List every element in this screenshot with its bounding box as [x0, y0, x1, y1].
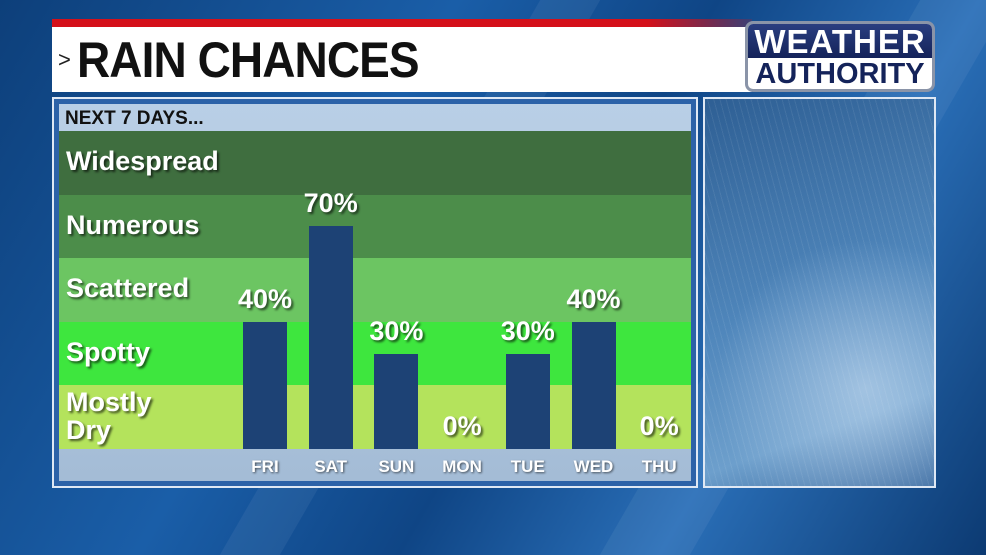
band-scattered: Scattered [59, 258, 691, 322]
bar-sun [374, 353, 419, 449]
bar-fri [243, 321, 287, 449]
band-label: Mostly Dry [66, 387, 152, 446]
band-numerous: Numerous [59, 194, 691, 259]
band-widespread: Widespread [59, 131, 691, 195]
day-label: TUE [510, 457, 545, 476]
weather-authority-logo: WEATHER AUTHORITY [745, 21, 935, 92]
band-label: Numerous [66, 209, 200, 240]
chart-panel: NEXT 7 DAYS... Widespread Numerous Scatter… [52, 97, 698, 488]
day-label: THU [641, 457, 677, 476]
day-label: MON [442, 457, 482, 476]
bar-wed [571, 321, 616, 449]
value-label: 40% [237, 283, 293, 314]
band-label: Widespread [66, 146, 219, 176]
band-label: Scattered [66, 273, 190, 304]
value-label: 30% [500, 315, 555, 346]
day-label: SUN [378, 457, 415, 476]
chart-title: NEXT 7 DAYS... [65, 108, 204, 129]
day-label: FRI [251, 457, 279, 476]
value-label: 0% [639, 411, 679, 441]
bar-sat [308, 226, 353, 449]
logo-line1: WEATHER [748, 24, 932, 60]
value-label: 40% [566, 283, 621, 314]
rain-photo [703, 97, 936, 488]
title-bar: > RAIN CHANCES [52, 27, 752, 92]
logo-line2: AUTHORITY [755, 58, 925, 90]
page-title: RAIN CHANCES [76, 31, 420, 88]
bar-tue [505, 353, 550, 449]
value-label: 0% [442, 411, 482, 441]
chart-area: NEXT 7 DAYS... Widespread Numerous Scatter… [59, 104, 691, 481]
value-label: 70% [303, 188, 358, 219]
title-accent-line [52, 19, 752, 27]
day-label: WED [573, 457, 614, 476]
band-label: Spotty [66, 336, 150, 367]
chevron-right-icon: > [58, 46, 71, 72]
value-label: 30% [369, 315, 424, 346]
day-label: SAT [314, 457, 348, 476]
